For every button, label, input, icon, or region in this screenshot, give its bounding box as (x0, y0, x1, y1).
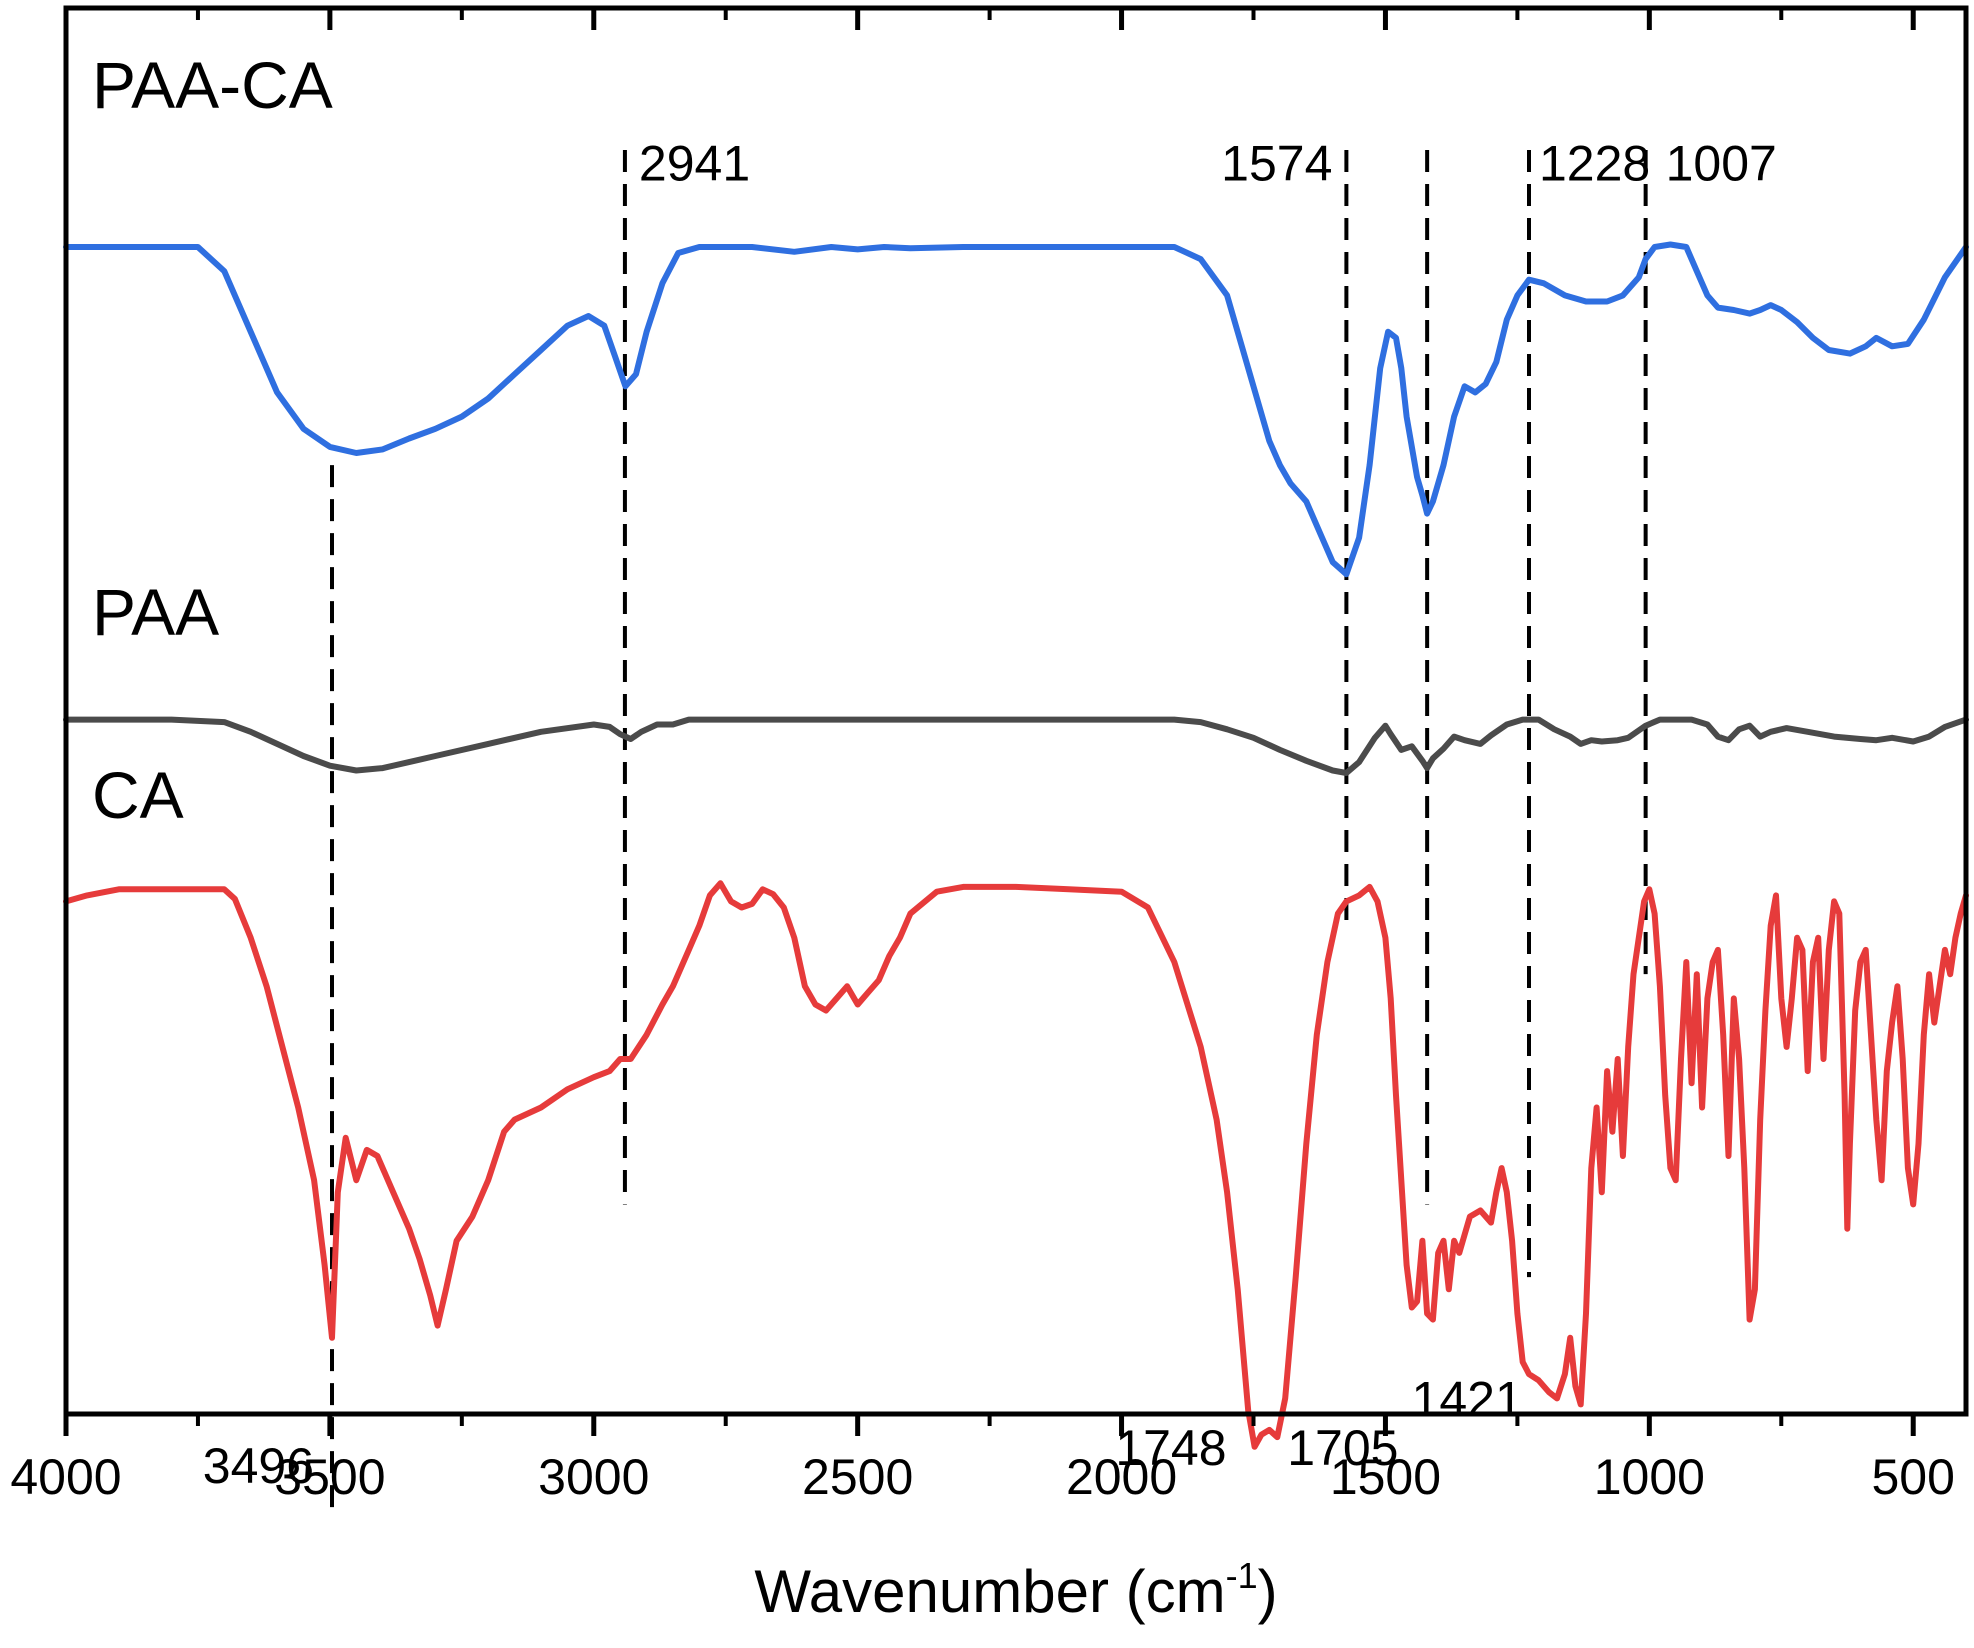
x-tick-label: 1000 (1594, 1449, 1705, 1505)
series-label-paa: PAA (92, 575, 219, 649)
peak-label-1574: 1574 (1221, 135, 1332, 191)
x-tick-label: 4000 (10, 1449, 121, 1505)
x-tick-label: 1500 (1330, 1449, 1441, 1505)
peak-label-1007: 1007 (1666, 135, 1777, 191)
x-tick-label: 2000 (1066, 1449, 1177, 1505)
x-tick-label: 3000 (538, 1449, 649, 1505)
text-annotations: PAA-CA PAA CA 2941 1574 1228 1007 3496 1748 17051… (92, 48, 1777, 1494)
series-line-paa-ca (63, 241, 1969, 578)
x-axis-ticks: 4000 3500 3000 2500 2000 1500 1000 500 (10, 8, 1955, 1505)
peak-label-1228: 1228 (1539, 135, 1650, 191)
x-axis-title-superscript: -1 (1226, 1555, 1258, 1596)
peak-label-2941: 2941 (639, 135, 750, 191)
spectra-series (63, 241, 1969, 1450)
x-axis-title: Wavenumber (cm-1) (754, 1555, 1277, 1625)
x-tick-label: 500 (1872, 1449, 1955, 1505)
x-tick-label: 2500 (802, 1449, 913, 1505)
x-tick-label: 3500 (274, 1449, 385, 1505)
peak-label-3496: 3496 (203, 1438, 314, 1494)
x-axis-title-main: Wavenumber (cm (754, 1558, 1225, 1625)
x-axis-title-close: ) (1258, 1558, 1278, 1625)
peak-label-1421: 1421 (1412, 1372, 1523, 1428)
series-label-ca: CA (92, 758, 184, 832)
peak-label-1748: 1748 (1115, 1420, 1226, 1476)
series-label-paa-ca: PAA-CA (92, 48, 333, 122)
series-line-ca (63, 880, 1969, 1450)
series-line-paa (63, 716, 1969, 776)
plot-frame (63, 5, 1969, 1417)
peak-label-1705: 1705 (1287, 1420, 1398, 1476)
